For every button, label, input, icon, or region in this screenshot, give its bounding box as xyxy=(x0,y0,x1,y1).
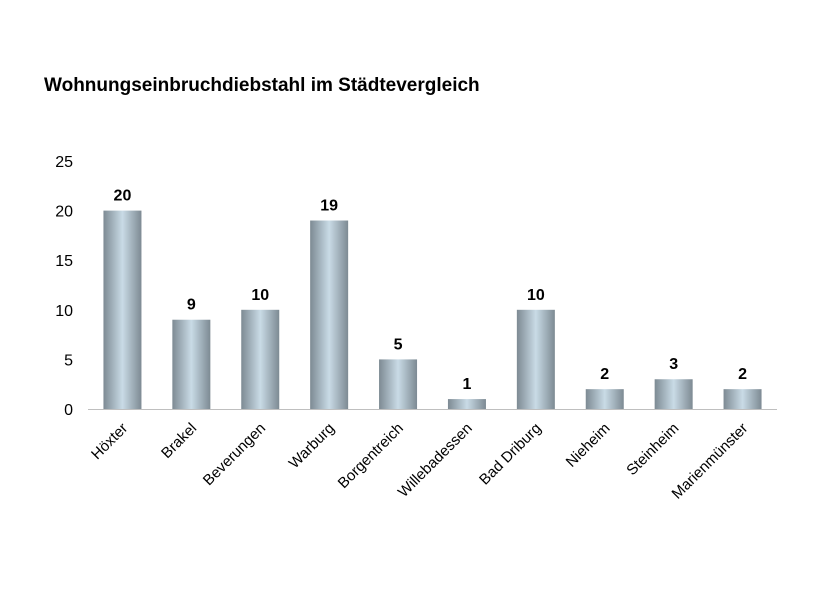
data-label: 20 xyxy=(114,188,132,205)
y-tick-label: 5 xyxy=(64,352,73,369)
x-tick-label: Borgentreich xyxy=(335,420,407,492)
x-tick-label: Beverungen xyxy=(200,420,269,489)
data-label: 2 xyxy=(600,366,609,383)
y-axis: 0 5 10 15 20 25 xyxy=(55,154,73,419)
data-label: 3 xyxy=(669,356,678,373)
x-tick-label: Nieheim xyxy=(563,420,614,471)
bar xyxy=(103,210,142,409)
bar xyxy=(447,399,486,409)
x-tick-label: Brakel xyxy=(158,420,200,462)
bars-group xyxy=(103,210,762,409)
bar xyxy=(241,309,280,409)
y-tick-label: 10 xyxy=(55,303,73,320)
x-tick-label: Steinheim xyxy=(623,420,682,479)
x-tick-label: Warburg xyxy=(286,420,338,472)
x-tick-label: Willebadessen xyxy=(395,420,476,501)
data-label: 10 xyxy=(527,287,545,304)
data-label: 5 xyxy=(394,336,403,353)
bar xyxy=(585,389,624,409)
y-tick-label: 0 xyxy=(64,402,73,419)
bar xyxy=(172,319,211,409)
bar xyxy=(379,359,418,409)
data-label: 1 xyxy=(462,376,471,393)
y-tick-label: 20 xyxy=(55,204,73,221)
data-label: 9 xyxy=(187,297,196,314)
data-label: 10 xyxy=(251,287,269,304)
x-tick-label: Bad Driburg xyxy=(476,420,545,489)
bar xyxy=(516,309,555,409)
y-tick-label: 15 xyxy=(55,253,73,270)
x-axis: Höxter Brakel Beverungen WarburgBorgentreic… xyxy=(88,420,751,503)
data-label: 2 xyxy=(738,366,747,383)
bar xyxy=(310,220,349,409)
bar xyxy=(654,379,693,409)
x-tick-label: Höxter xyxy=(88,420,131,463)
y-tick-label: 25 xyxy=(55,154,73,171)
chart-title: Wohnungseinbruchdiebstahl im Städtevergl… xyxy=(44,75,480,96)
bar xyxy=(723,389,762,409)
data-labels-group: 20 9 10 19 5 1 10 2 3 2 xyxy=(114,188,748,393)
data-label: 19 xyxy=(320,198,338,215)
